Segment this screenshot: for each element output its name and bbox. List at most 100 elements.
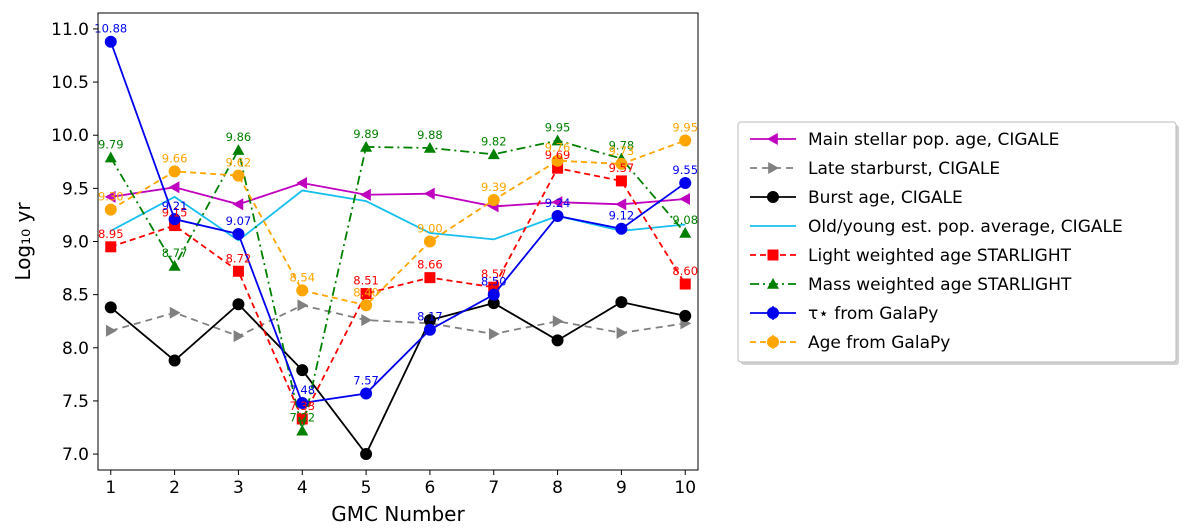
series-line (110, 182, 686, 208)
data-point (233, 330, 245, 343)
data-label: 9.66 (162, 151, 188, 165)
data-label: 8.77 (162, 246, 188, 260)
data-label: 8.66 (417, 258, 443, 272)
legend-marker (767, 133, 778, 145)
data-point (679, 192, 691, 205)
data-point (360, 288, 372, 300)
legend-item: Mass weighted age STARLIGHT (750, 275, 1072, 295)
data-point (679, 278, 691, 290)
data-label: 9.12 (609, 209, 635, 223)
series-4 (105, 162, 691, 425)
legend-item: Burst age, CIGALE (750, 188, 963, 208)
data-point (168, 213, 181, 226)
data-point (168, 259, 181, 271)
legend-label: τ⋆ from GalaPy (808, 304, 938, 324)
legend-marker (768, 162, 779, 174)
series-line (109, 41, 686, 405)
x-tick-label: 2 (169, 478, 180, 498)
data-point (615, 198, 627, 211)
data-point (232, 265, 244, 277)
plot-lines (104, 35, 692, 461)
data-label: 8.72 (226, 251, 252, 265)
data-label: 9.76 (545, 141, 571, 155)
legend-marker (767, 191, 779, 203)
data-point (487, 288, 500, 301)
data-point (616, 326, 628, 339)
data-label: 9.79 (98, 138, 124, 152)
data-label: 9.95 (545, 121, 571, 135)
data-point (360, 387, 373, 400)
legend-box (737, 121, 1177, 363)
y-tick-label: 10.5 (51, 73, 89, 93)
series-line (109, 139, 686, 431)
data-point (232, 198, 244, 211)
data-point (615, 222, 628, 235)
data-label: 8.17 (417, 310, 443, 324)
data-point (423, 141, 436, 153)
legend-marker (767, 278, 779, 289)
legend-label: Mass weighted age STARLIGHT (808, 275, 1072, 295)
data-point (551, 196, 563, 209)
series-7 (104, 134, 692, 312)
data-point (360, 188, 371, 201)
data-label: 9.08 (672, 213, 698, 227)
data-point (168, 181, 180, 194)
legend-label: Age from GalaPy (808, 333, 950, 353)
data-point (296, 284, 309, 297)
data-point (551, 209, 564, 222)
legend-item: Old/young est. pop. average, CIGALE (750, 217, 1123, 237)
legend-label: Old/young est. pop. average, CIGALE (808, 217, 1123, 237)
data-label: 10.88 (94, 22, 127, 36)
x-tick-label: 1 (105, 478, 116, 498)
data-label: 9.95 (672, 121, 698, 135)
data-point (104, 151, 117, 163)
series-2 (104, 296, 692, 461)
data-label: 9.39 (481, 180, 507, 194)
legend-label: Main stellar pop. age, CIGALE (808, 130, 1059, 150)
data-label: 8.54 (289, 270, 315, 284)
data-point (551, 154, 564, 167)
x-tick-label: 6 (425, 478, 436, 498)
data-point (552, 315, 564, 328)
data-point (297, 299, 309, 312)
data-label: 8.60 (672, 264, 698, 278)
data-label: 8.40 (353, 285, 379, 299)
x-tick-label: 9 (616, 478, 627, 498)
data-label: 9.69 (545, 148, 571, 162)
data-point (168, 165, 181, 178)
data-label: 9.55 (672, 163, 698, 177)
data-point (615, 175, 627, 187)
y-tick-label: 8.5 (62, 286, 89, 306)
plot-labels: 8.95 9.15 8.72 7.33 8.51 8.66 8.57 9.69 9.57 8.60… (94, 22, 698, 425)
data-label: 9.07 (226, 214, 252, 228)
data-point (296, 413, 308, 425)
data-label: 8.95 (98, 227, 124, 241)
series-line (110, 301, 686, 456)
data-point (169, 306, 181, 319)
data-point (423, 323, 436, 336)
data-label: 9.00 (417, 222, 443, 236)
series-line (110, 167, 686, 422)
data-point (488, 281, 500, 293)
data-point (104, 301, 117, 314)
data-point (169, 220, 181, 232)
x-tick-label: 4 (297, 478, 308, 498)
data-point (232, 144, 245, 155)
series-line (110, 189, 686, 242)
data-point (104, 35, 117, 48)
data-label: 8.50 (481, 275, 507, 289)
data-point (360, 140, 373, 152)
data-point (296, 177, 308, 190)
data-point (615, 157, 628, 170)
data-point (296, 364, 309, 377)
data-label: 9.57 (609, 161, 635, 175)
data-label: 7.22 (289, 411, 315, 425)
series-1 (105, 299, 692, 343)
legend-marker (767, 307, 779, 319)
data-point (104, 203, 117, 216)
data-point (360, 299, 373, 312)
data-label: 9.30 (98, 190, 124, 204)
y-tick-label: 7.0 (62, 445, 89, 465)
data-label: 9.78 (609, 139, 635, 153)
